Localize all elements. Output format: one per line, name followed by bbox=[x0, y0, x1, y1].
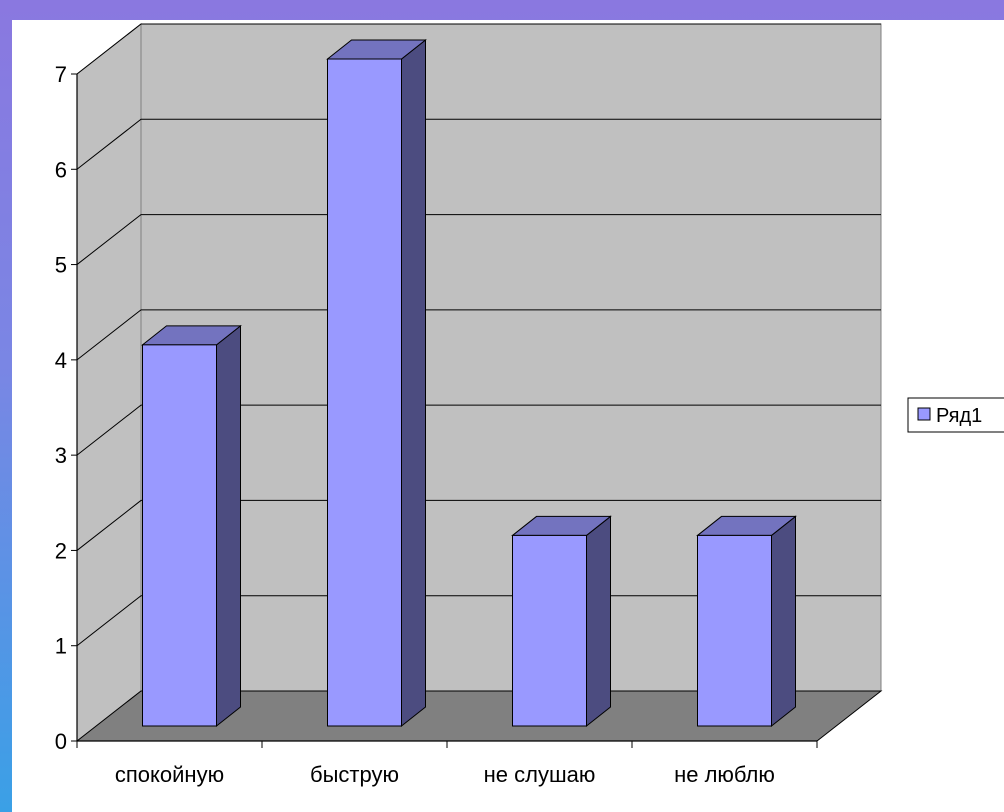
bar bbox=[142, 344, 217, 727]
x-tick-label: не слушаю bbox=[484, 762, 596, 787]
gridline bbox=[76, 214, 881, 265]
y-tick-label: 1 bbox=[55, 634, 67, 659]
gridlines bbox=[76, 23, 881, 647]
chart-walls bbox=[75, 22, 883, 743]
y-tick-label: 4 bbox=[55, 348, 67, 373]
legend-label-series-1: Ряд1 bbox=[936, 405, 982, 427]
y-tick-label: 6 bbox=[55, 157, 67, 182]
gridline bbox=[76, 595, 881, 647]
y-tick-label: 0 bbox=[55, 729, 67, 754]
bar bbox=[327, 58, 402, 727]
bar-side bbox=[771, 515, 796, 728]
bar bbox=[697, 534, 772, 727]
gridline bbox=[76, 118, 881, 170]
legend-swatch bbox=[917, 407, 931, 421]
side-wall bbox=[76, 22, 142, 743]
y-tick-label: 3 bbox=[55, 443, 67, 468]
gridline bbox=[76, 309, 881, 361]
x-axis-ticks: спокойную быструю не слушаю не люблю bbox=[76, 741, 818, 787]
y-tick-label: 2 bbox=[55, 538, 67, 563]
bar-side bbox=[216, 324, 241, 728]
bar bbox=[512, 534, 587, 727]
gridline bbox=[76, 499, 881, 551]
gridline bbox=[76, 404, 881, 456]
y-tick-label: 5 bbox=[55, 253, 67, 278]
x-tick-label: не люблю bbox=[674, 762, 775, 787]
x-tick-label: быструю bbox=[310, 762, 399, 787]
y-axis-ticks: 0 1 2 3 4 5 6 7 bbox=[55, 62, 77, 754]
bar-side bbox=[401, 38, 426, 728]
gridline bbox=[76, 23, 881, 75]
bars bbox=[141, 38, 797, 728]
bar-side bbox=[586, 515, 611, 728]
legend: Ряд1 bbox=[907, 397, 1004, 433]
y-tick-label: 7 bbox=[55, 62, 67, 87]
x-tick-label: спокойную bbox=[115, 762, 224, 787]
